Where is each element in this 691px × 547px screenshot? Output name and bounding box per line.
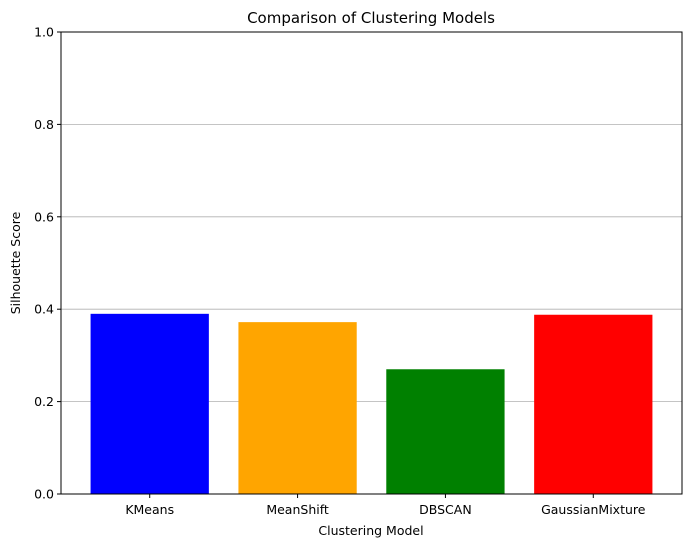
bars (90, 313, 653, 494)
y-axis: 0.0 0.2 0.4 0.6 0.8 1.0 (34, 25, 61, 502)
y-axis-label: Silhouette Score (8, 211, 23, 314)
bar-dbscan (386, 369, 505, 494)
x-tick-label: DBSCAN (419, 502, 472, 517)
y-tick-label: 0.6 (34, 209, 54, 224)
y-tick-label: 0.4 (34, 302, 54, 317)
y-tick-label: 0.2 (34, 394, 54, 409)
x-axis-label: Clustering Model (318, 523, 423, 538)
bar-gaussianmixture (534, 314, 653, 494)
x-tick-label: MeanShift (266, 502, 329, 517)
x-axis: KMeans MeanShift DBSCAN GaussianMixture (125, 494, 646, 517)
y-tick-label: 1.0 (34, 25, 54, 40)
bar-kmeans (90, 313, 209, 494)
chart-title: Comparison of Clustering Models (247, 9, 495, 27)
y-tick-label: 0.8 (34, 117, 54, 132)
bar-meanshift (238, 322, 357, 494)
x-tick-label: GaussianMixture (541, 502, 646, 517)
plot-frame (60, 31, 683, 495)
x-tick-label: KMeans (125, 502, 174, 517)
y-tick-label: 0.0 (34, 487, 54, 502)
